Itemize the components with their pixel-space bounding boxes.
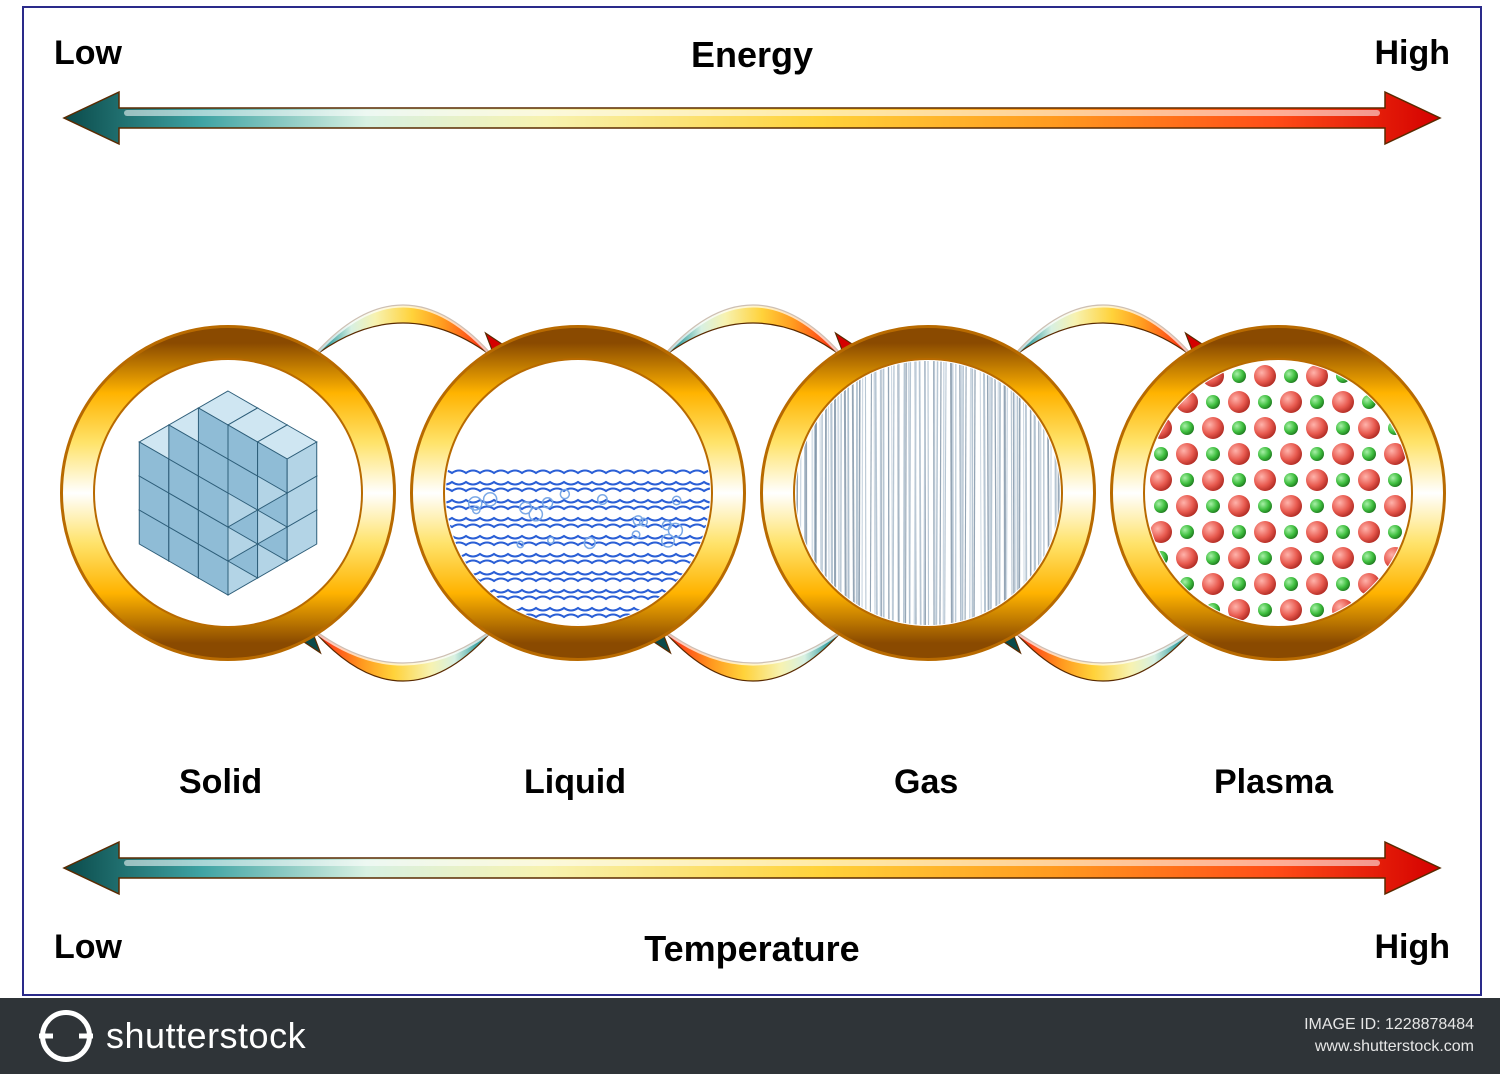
state-label-plasma: Plasma: [1214, 763, 1333, 802]
temp-title: Temperature: [24, 928, 1480, 970]
temperature-axis-arrow: [64, 842, 1440, 894]
ring-plasma: [1128, 343, 1428, 643]
site-text: www.shutterstock.com: [1304, 1036, 1474, 1058]
diagram-svg: [24, 8, 1480, 994]
temp-high-label: High: [1374, 928, 1450, 967]
page-frame: Low Energy High Solid Liquid Gas Plasma …: [0, 0, 1500, 1074]
shutterstock-logo: shutterstock: [40, 1010, 306, 1062]
energy-high-label: High: [1374, 34, 1450, 73]
state-label-liquid: Liquid: [524, 763, 626, 802]
shutterstock-brand-text: shutterstock: [106, 1015, 306, 1057]
states-of-matter-diagram: Low Energy High Solid Liquid Gas Plasma …: [22, 6, 1482, 996]
stock-meta: IMAGE ID: 1228878484 www.shutterstock.co…: [1304, 1014, 1474, 1059]
state-label-solid: Solid: [179, 763, 262, 802]
image-id-text: IMAGE ID: 1228878484: [1304, 1014, 1474, 1036]
shutterstock-logo-icon: [40, 1010, 92, 1062]
energy-title: Energy: [24, 34, 1480, 76]
stock-footer: shutterstock IMAGE ID: 1228878484 www.sh…: [0, 998, 1500, 1074]
state-label-gas: Gas: [894, 763, 958, 802]
energy-axis-arrow: [64, 92, 1440, 144]
